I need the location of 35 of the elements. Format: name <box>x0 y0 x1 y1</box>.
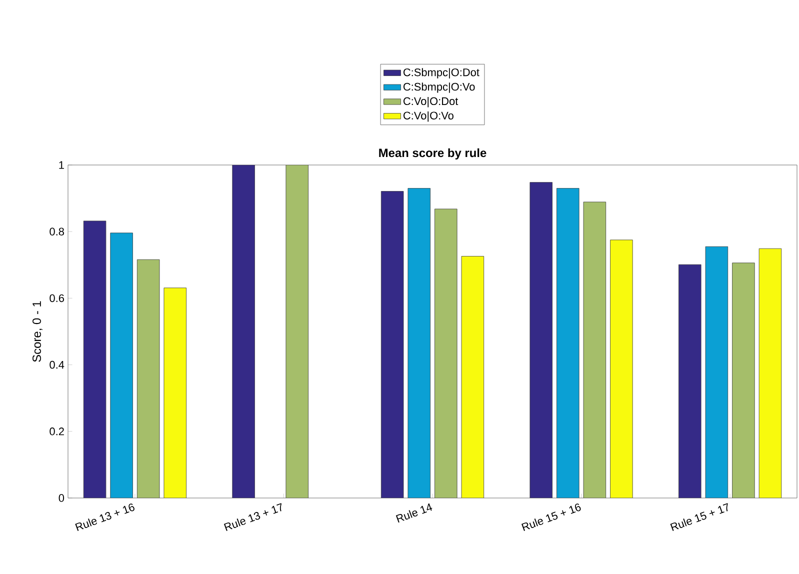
y-tick-label: 0.6 <box>50 294 64 302</box>
bar <box>758 248 782 498</box>
x-tick-label: Rule 13 + 16 <box>75 504 134 532</box>
bar <box>705 246 728 498</box>
y-tick-label: 0.8 <box>50 228 64 236</box>
bar <box>83 220 106 498</box>
bar <box>286 164 308 498</box>
bar <box>610 240 633 498</box>
legend-label: C:Vo|O:Dot <box>404 97 458 108</box>
legend-label: C:Vo|O:Vo <box>404 111 454 122</box>
x-tick-label: Rule 14 <box>396 503 432 523</box>
bar <box>732 262 755 498</box>
x-tick-label: Rule 15 + 17 <box>670 503 728 532</box>
bar <box>110 232 133 498</box>
bar <box>380 191 404 498</box>
bar <box>678 264 702 498</box>
x-tick-label: Rule 15 + 16 <box>521 504 581 532</box>
legend-label: C:Sbmpc|O:Dot <box>404 68 480 78</box>
bar <box>461 256 484 498</box>
y-tick-label: 0 <box>58 494 64 502</box>
y-tick-label: 0.4 <box>50 360 64 369</box>
chart-title: Mean score by rule <box>379 148 486 160</box>
y-tick-label: 1 <box>59 161 64 169</box>
bar <box>530 182 552 498</box>
y-tick-label: 0.2 <box>50 428 64 436</box>
bar <box>583 202 606 498</box>
x-tick-label: Rule 13 + 17 <box>224 503 282 532</box>
y-axis-title: Score, 0 - 1 <box>32 301 42 362</box>
legend-label: C:Sbmpc|O:Vo <box>404 82 475 93</box>
bar <box>556 188 580 498</box>
bar <box>136 259 160 498</box>
bar <box>232 164 255 498</box>
bar <box>408 188 430 498</box>
bar <box>434 208 458 498</box>
bar <box>164 288 186 498</box>
